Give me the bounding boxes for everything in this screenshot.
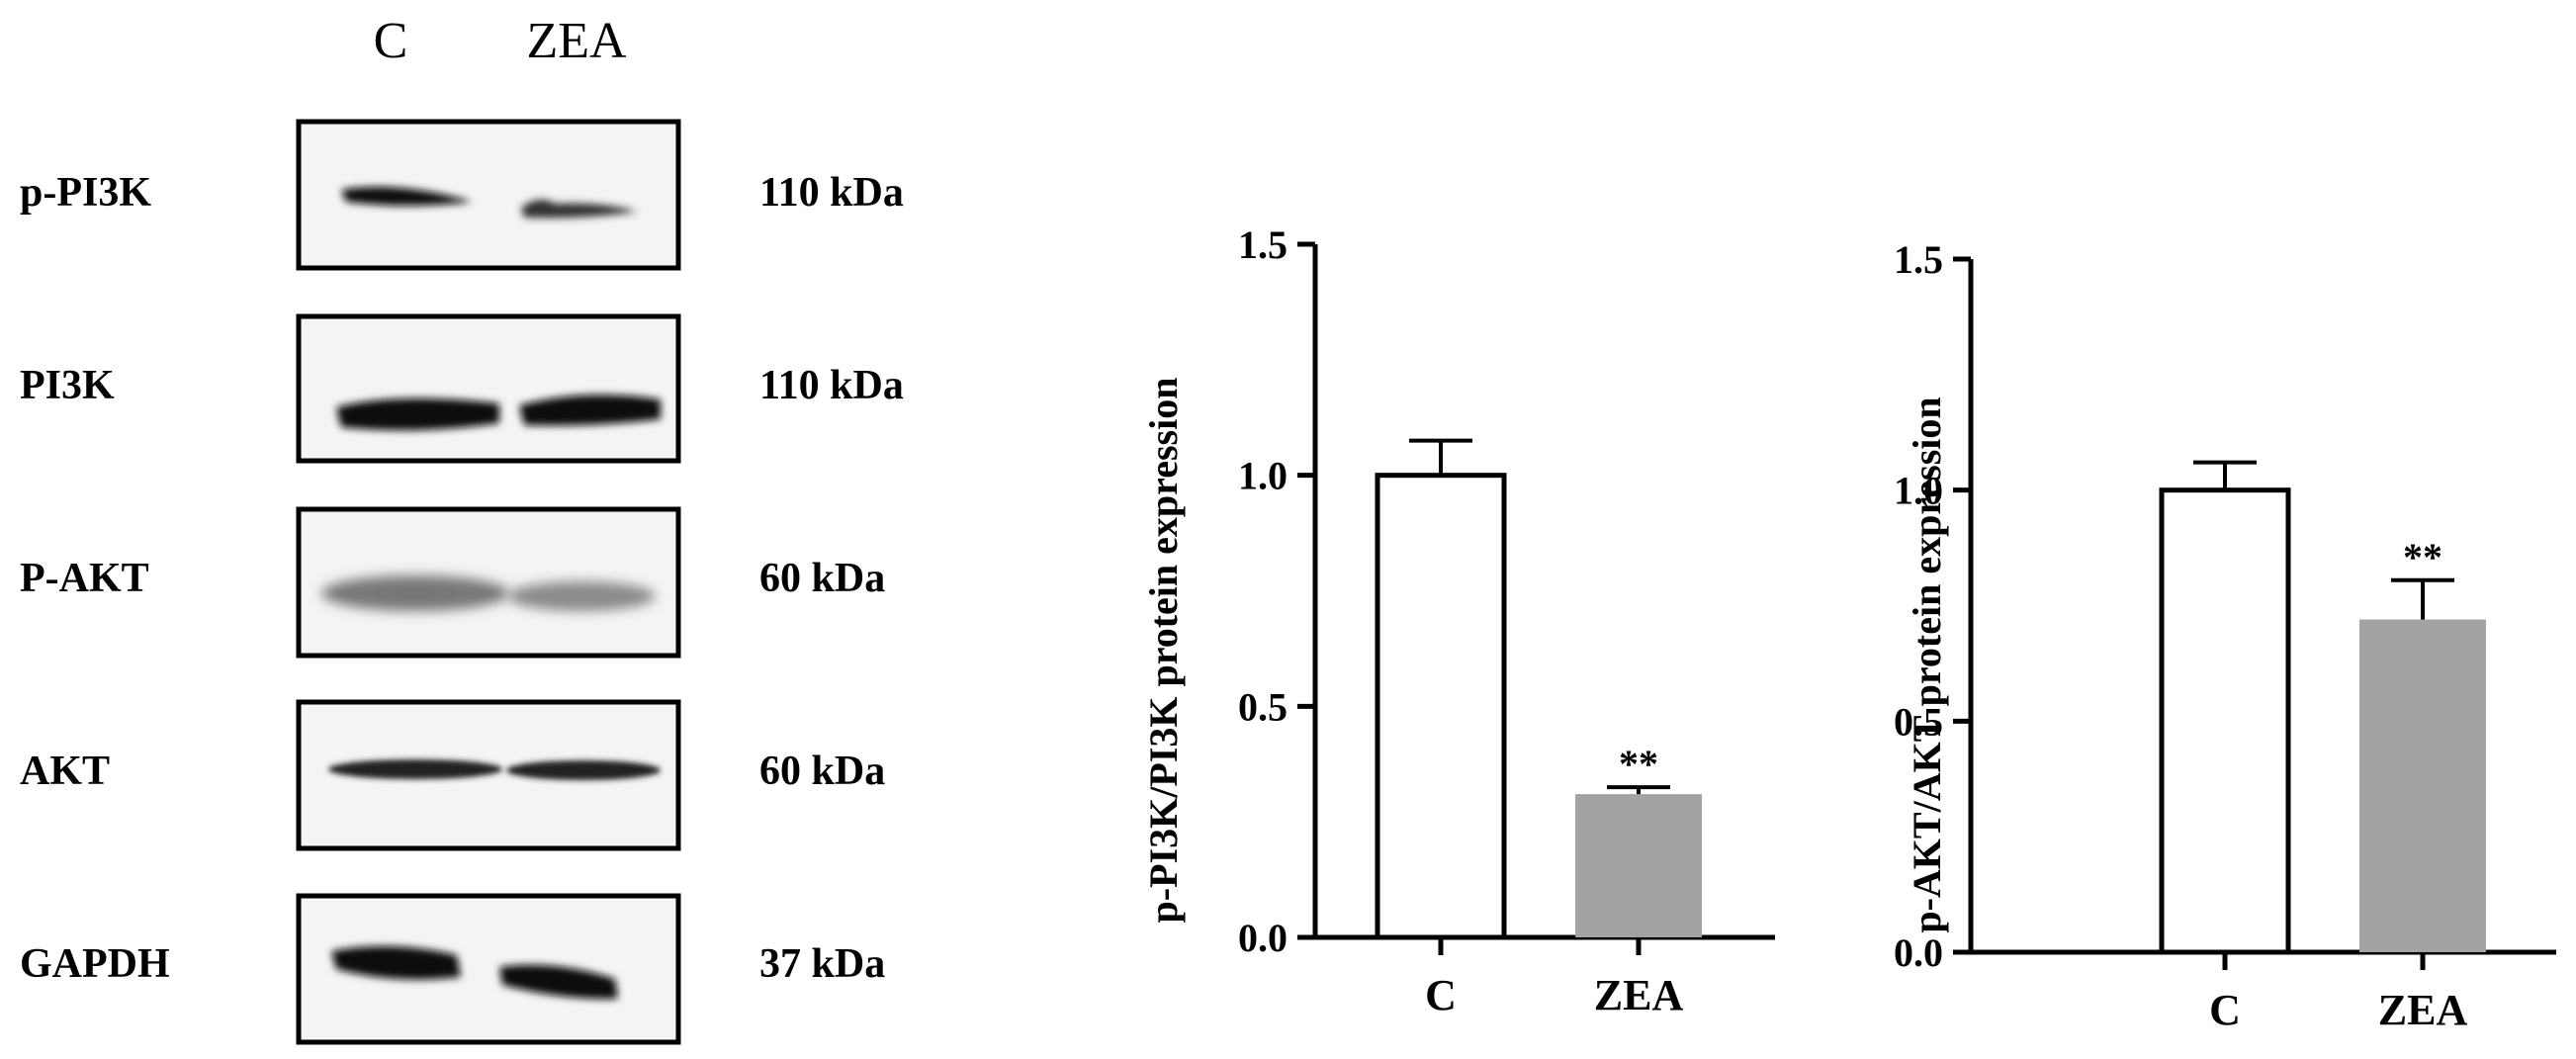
band-zea (507, 581, 656, 611)
band-c (341, 186, 473, 206)
molecular-weight-label: 60 kDa (759, 556, 885, 601)
bar-chart-p-akt: 0.0 0.5 1.0 1.5 C ZEA ** p-AKT/AKT protein expr… (1894, 237, 2556, 1034)
blot-row-gapdh: GAPDH 37 kDa (20, 893, 885, 1045)
band-zea (499, 964, 618, 1000)
y-tick-label: 0.5 (1894, 699, 1943, 744)
western-blot-panel: C ZEA p-PI3K 110 kDa PI3K 110 kDa P-AKT … (20, 13, 904, 1045)
y-tick-label: 1.0 (1238, 454, 1288, 498)
band-c (336, 397, 499, 431)
y-axis-label: p-PI3K/PI3K protein expression (1141, 378, 1186, 924)
blot-row-pi3k: PI3K 110 kDa (20, 313, 904, 464)
x-category-label: ZEA (2378, 986, 2468, 1034)
y-tick-label: 0.0 (1894, 930, 1943, 975)
band-zea (521, 199, 638, 219)
bar (1375, 473, 1507, 940)
blot-row-p-akt: P-AKT 60 kDa (20, 506, 885, 659)
molecular-weight-label: 110 kDa (759, 363, 904, 408)
bar (1575, 794, 1702, 937)
blot-row-akt: AKT 60 kDa (20, 699, 885, 851)
band-c (331, 945, 461, 980)
significance-label: ** (1619, 742, 1658, 786)
x-category-label: ZEA (1594, 971, 1684, 1019)
molecular-weight-label: 110 kDa (759, 170, 904, 216)
protein-label: P-AKT (20, 556, 149, 601)
y-tick-label: 0.5 (1238, 684, 1288, 729)
band-zea (519, 395, 661, 426)
blot-row-p-pi3k: p-PI3K 110 kDa (20, 119, 904, 271)
protein-label: PI3K (20, 363, 115, 408)
band-c (328, 759, 502, 779)
bar (2359, 619, 2486, 952)
blot-strip (296, 313, 681, 464)
x-category-label: C (1425, 971, 1457, 1019)
y-axis-label: p-AKT/AKT protein expression (1905, 397, 1949, 932)
protein-label: AKT (20, 749, 110, 794)
y-tick-label: 1.5 (1894, 237, 1943, 282)
bar-chart-p-pi3k: 0.0 0.5 1.0 1.5 C ZEA ** p-PI3K/PI3K protein ex… (1141, 222, 1775, 1019)
protein-label: GAPDH (20, 941, 170, 987)
molecular-weight-label: 60 kDa (759, 749, 885, 794)
bar (2159, 487, 2291, 955)
protein-label: p-PI3K (20, 170, 151, 216)
y-tick-label: 0.0 (1238, 916, 1288, 960)
y-tick-label: 1.5 (1238, 222, 1288, 267)
significance-label: ** (2403, 535, 2443, 579)
y-tick-label: 1.0 (1894, 469, 1943, 513)
band-c (321, 575, 509, 611)
lane-label-zea: ZEA (526, 13, 627, 69)
x-category-label: C (2209, 986, 2241, 1034)
lane-label-c: C (374, 13, 408, 69)
band-zea (506, 760, 661, 780)
molecular-weight-label: 37 kDa (759, 941, 885, 987)
